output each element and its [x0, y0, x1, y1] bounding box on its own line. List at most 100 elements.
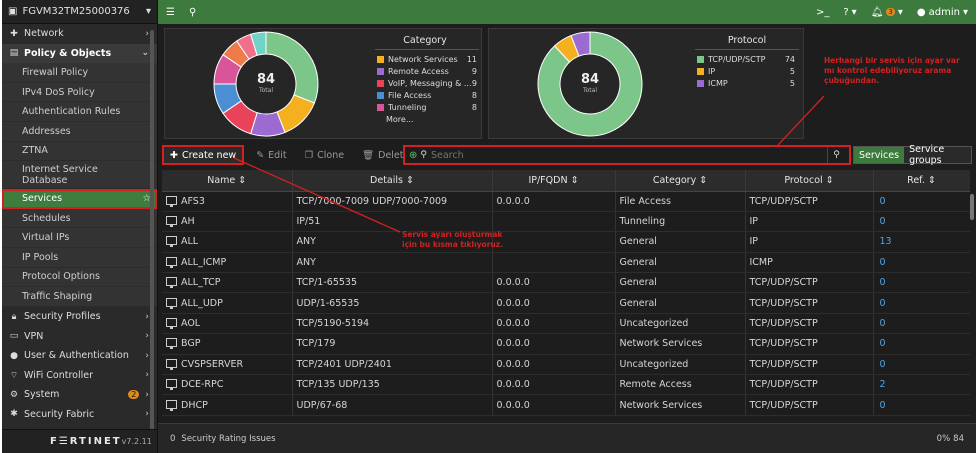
cell-text: IP/51 — [296, 216, 321, 228]
cell-text[interactable]: 0 — [879, 318, 886, 330]
sidebar-item-virtual-ips[interactable]: Virtual IPs — [2, 228, 157, 248]
services-view-button[interactable]: Services — [854, 147, 905, 163]
cell-text: TCP/UDP/SCTP — [749, 318, 818, 330]
clone-button[interactable]: ❐ Clone — [299, 145, 350, 165]
search-submit-button[interactable]: ⚲ — [827, 147, 845, 163]
column-header-name[interactable]: Name ⇕ — [162, 170, 293, 192]
cell-text[interactable]: 0 — [879, 399, 886, 411]
cell-text: Tunneling — [619, 216, 666, 228]
cell-text[interactable]: 0 — [879, 338, 886, 350]
table-row[interactable]: ALL_TCP TCP/1-65535 0.0.0.0 General TCP/UDP/… — [162, 272, 970, 294]
sidebar-item-internet-service-database[interactable]: Internet Service Database — [2, 161, 157, 190]
sidebar-item-vpn[interactable]: ▭ VPN › — [2, 326, 157, 346]
table-row[interactable]: CVSPSERVER TCP/2401 UDP/2401 0.0.0.0 Uncate… — [162, 354, 970, 376]
security-rating-link[interactable]: Security Rating Issues — [181, 433, 276, 444]
sidebar-item-user-authentication[interactable]: ● User & Authentication › — [2, 346, 157, 366]
cell-text[interactable]: 0 — [879, 277, 886, 289]
cell-text: Uncategorized — [619, 318, 689, 330]
table-scrollbar[interactable] — [970, 194, 974, 220]
star-icon[interactable]: ☆ — [142, 192, 151, 204]
sidebar-item-ztna[interactable]: ZTNA — [2, 141, 157, 162]
legend-item[interactable]: Tunneling 8 — [377, 103, 477, 112]
sidebar-item-addresses[interactable]: Addresses — [2, 121, 157, 142]
service-groups-view-button[interactable]: Service groups — [904, 144, 971, 166]
cell-text: General — [619, 277, 657, 289]
cell-text[interactable]: 0 — [879, 216, 886, 228]
cell-text: Remote Access — [619, 379, 692, 391]
table-row[interactable]: DCE-RPC TCP/135 UDP/135 0.0.0.0 Remote Acce… — [162, 374, 970, 396]
search-icon[interactable]: ⚲ — [188, 6, 197, 18]
sidebar-item-traffic-shaping[interactable]: Traffic Shaping — [2, 287, 157, 307]
legend-item[interactable]: Network Services 11 — [377, 55, 477, 64]
sidebar-item-network[interactable]: ✚ Network › — [2, 24, 157, 44]
edit-button[interactable]: ✎ Edit — [250, 145, 292, 165]
notifications-button[interactable]: 🔔︎ 3 ▾ — [871, 7, 903, 18]
legend-item[interactable]: Remote Access 9 — [377, 67, 477, 76]
cell-text[interactable]: 0 — [879, 195, 886, 207]
cell-text[interactable]: 0 — [879, 358, 886, 370]
sidebar-item-security-profiles[interactable]: 🔒︎ Security Profiles › — [2, 307, 157, 327]
column-header-ip-fqdn[interactable]: IP/FQDN ⇕ — [492, 170, 616, 192]
legend-item[interactable]: File Access 8 — [377, 91, 477, 100]
table-row[interactable]: AOL TCP/5190-5194 0.0.0.0 Uncategorized TCP/… — [162, 313, 970, 335]
table-row[interactable]: DHCP UDP/67-68 0.0.0.0 Network Services TCP/… — [162, 394, 970, 416]
table-row[interactable]: AH IP/51 Tunneling IP 0 — [162, 211, 970, 233]
column-header-details[interactable]: Details ⇕ — [292, 170, 493, 192]
cell-category: General — [615, 292, 746, 314]
cli-console-button[interactable]: >_ — [816, 7, 829, 18]
cell-ip-fqdn: 0.0.0.0 — [492, 292, 616, 314]
sidebar-item-system[interactable]: ⚙ System 2 › — [2, 385, 157, 405]
legend-item[interactable]: IP 5 — [697, 67, 795, 76]
column-header-category[interactable]: Category ⇕ — [615, 170, 746, 192]
sidebar-item-ip-pools[interactable]: IP Pools — [2, 247, 157, 268]
table-row[interactable]: ALL_UDP UDP/1-65535 0.0.0.0 General TCP/UDP/… — [162, 292, 970, 314]
sidebar-scrollbar[interactable] — [150, 30, 154, 430]
add-filter-icon[interactable]: ⊕ — [409, 149, 418, 161]
sidebar-item-services[interactable]: Services ☆ — [2, 189, 157, 209]
sidebar-item-authentication-rules[interactable]: Authentication Rules — [2, 102, 157, 122]
cell-text[interactable]: 13 — [879, 236, 892, 248]
protocol-slice[interactable] — [570, 31, 591, 57]
menu-icon[interactable]: ☰ — [166, 6, 175, 18]
annotation-search-note: Herhangi bir servis için ayar var mı kon… — [824, 56, 974, 86]
column-header-ref[interactable]: Ref. ⇕ — [873, 170, 970, 192]
legend-more-link[interactable]: More... — [386, 115, 414, 124]
help-button[interactable]: ? ▾ — [843, 7, 856, 18]
sidebar-item-ipv4-dos-policy[interactable]: IPv4 DoS Policy — [2, 82, 157, 103]
table-row[interactable]: AFS3 TCP/7000-7009 UDP/7000-7009 0.0.0.0 Fi… — [162, 191, 970, 212]
legend-label: IP — [708, 67, 716, 76]
column-header-protocol[interactable]: Protocol ⇕ — [745, 170, 874, 192]
cell-text[interactable]: 0 — [879, 256, 886, 268]
cell-details: TCP/5190-5194 — [292, 313, 493, 335]
protocol-slice[interactable] — [537, 31, 643, 137]
sidebar-item-firewall-policy[interactable]: Firewall Policy — [2, 63, 157, 83]
table-row[interactable]: BGP TCP/179 0.0.0.0 Network Services TCP/UDP… — [162, 333, 970, 355]
sidebar-item-policy-objects[interactable]: ▤ Policy & Objects ⌄ — [2, 43, 157, 64]
cell-protocol: TCP/UDP/SCTP — [745, 333, 874, 355]
legend-item[interactable]: VoIP, Messaging & ... 9 — [377, 79, 477, 88]
cell-text[interactable]: 2 — [879, 379, 886, 391]
sidebar-item-protocol-options[interactable]: Protocol Options — [2, 267, 157, 288]
cell-text: UDP/67-68 — [296, 399, 348, 411]
sidebar-item-security-fabric[interactable]: ✱ Security Fabric › — [2, 405, 157, 425]
create-new-button[interactable]: ✚ Create new — [162, 145, 245, 165]
plus-icon: ✚ — [170, 149, 178, 161]
table-row[interactable]: ALL_ICMP ANY General ICMP 0 — [162, 252, 970, 274]
cell-ip-fqdn: 0.0.0.0 — [492, 333, 616, 355]
legend-item[interactable]: ICMP 5 — [697, 79, 795, 88]
delete-button[interactable]: 🗑︎ Delete — [356, 145, 415, 165]
legend-label: TCP/UDP/SCTP — [708, 55, 766, 64]
legend-item[interactable]: TCP/UDP/SCTP 74 — [697, 55, 795, 64]
device-selector[interactable]: ▣ FGVM32TM25000376 ▾ — [2, 0, 157, 24]
user-menu[interactable]: ● admin ▾ — [917, 7, 968, 18]
category-slice[interactable] — [250, 31, 267, 56]
table-header: Name ⇕ Details ⇕ IP/FQDN ⇕ Category ⇕ Pr… — [162, 170, 970, 192]
table-row[interactable]: ALL ANY General IP 13 — [162, 231, 970, 253]
sidebar-item-label: Internet Service Database — [22, 163, 98, 186]
search-input[interactable] — [430, 149, 827, 161]
sidebar-item-wifi-controller[interactable]: ⌔ WiFi Controller › — [2, 366, 157, 386]
sidebar-item-schedules[interactable]: Schedules — [2, 208, 157, 229]
cell-category: File Access — [615, 191, 746, 212]
cell-text[interactable]: 0 — [879, 297, 886, 309]
cell-name: BGP — [162, 333, 293, 355]
